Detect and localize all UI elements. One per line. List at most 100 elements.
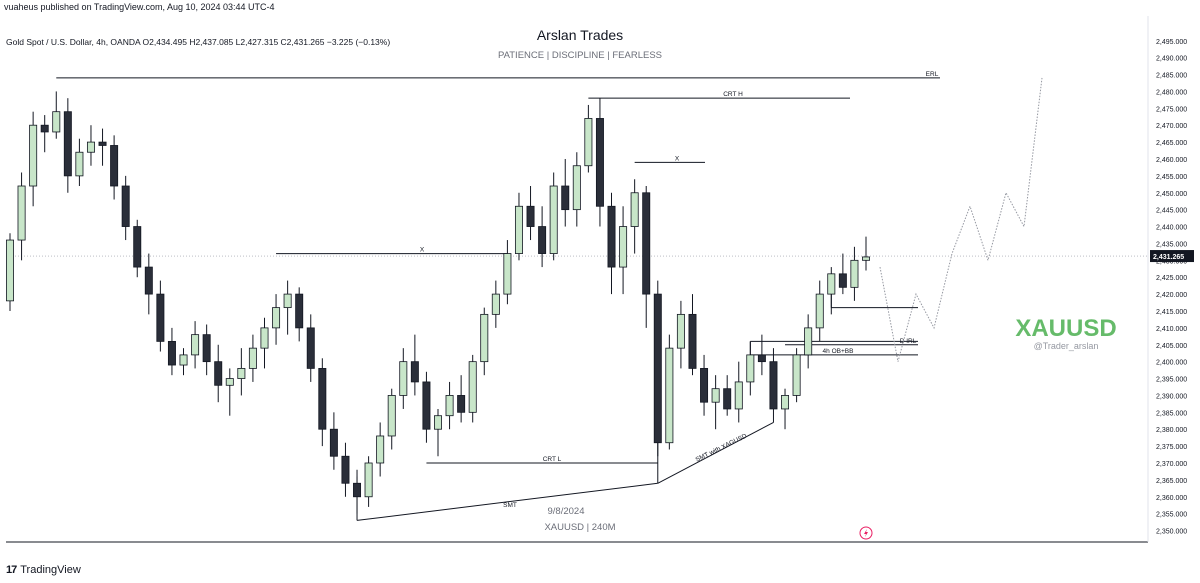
candle[interactable] [86, 125, 95, 166]
candle[interactable] [63, 98, 72, 193]
candle-body [781, 395, 790, 410]
candle[interactable] [156, 280, 165, 352]
candle[interactable] [619, 206, 628, 295]
candle[interactable] [422, 371, 431, 443]
candle[interactable] [445, 381, 454, 430]
candle[interactable] [584, 104, 593, 173]
candle[interactable] [75, 138, 84, 187]
candle[interactable] [850, 246, 859, 301]
candle[interactable] [642, 186, 651, 328]
candle[interactable] [399, 348, 408, 409]
candle[interactable] [410, 334, 419, 396]
last-price-label: 2,431.265 [1153, 254, 1184, 261]
candle[interactable] [630, 179, 639, 254]
candle[interactable] [121, 175, 130, 241]
candle[interactable] [665, 334, 674, 450]
candle[interactable] [376, 422, 385, 477]
candle[interactable] [6, 233, 14, 311]
candle[interactable] [214, 344, 223, 403]
candle[interactable] [98, 128, 107, 166]
candle-body [457, 395, 466, 413]
y-tick-label: 2,460.000 [1156, 157, 1187, 164]
candle[interactable] [676, 300, 685, 369]
candle[interactable] [457, 375, 466, 423]
candle[interactable] [769, 348, 778, 423]
ob-label: 4h OB+BB [823, 348, 854, 355]
candle[interactable] [607, 192, 616, 295]
candle-body [734, 381, 743, 410]
candle[interactable] [144, 253, 153, 315]
candle[interactable] [318, 358, 327, 447]
y-tick-label: 2,380.000 [1156, 427, 1187, 434]
candle[interactable] [491, 280, 500, 328]
candle[interactable] [804, 314, 813, 369]
tradingview-logo[interactable]: 17 TradingView [6, 564, 81, 576]
candle[interactable] [353, 476, 362, 514]
candle[interactable] [538, 206, 547, 268]
candle[interactable] [723, 375, 732, 416]
candle[interactable] [52, 91, 61, 139]
candle[interactable] [167, 327, 176, 376]
y-tick-label: 2,450.000 [1156, 191, 1187, 198]
candle[interactable] [110, 135, 119, 200]
candle[interactable] [387, 388, 396, 450]
candle[interactable] [700, 354, 709, 416]
y-tick-label: 2,445.000 [1156, 208, 1187, 215]
candle-body [653, 293, 662, 444]
candle[interactable] [480, 307, 489, 376]
candle-body [318, 368, 327, 430]
candle[interactable] [260, 317, 269, 369]
candle[interactable] [272, 294, 281, 345]
candle[interactable] [202, 324, 211, 376]
candle-body [121, 185, 130, 227]
candle-body [29, 124, 38, 187]
candle[interactable] [133, 219, 142, 278]
price-chart[interactable]: Arslan Trades PATIENCE | DISCIPLINE | FE… [0, 16, 1200, 555]
y-tick-label: 2,475.000 [1156, 106, 1187, 113]
candle[interactable] [434, 408, 442, 457]
candle-body [688, 313, 697, 369]
candle[interactable] [503, 240, 512, 305]
candle[interactable] [595, 98, 604, 227]
candle[interactable] [757, 334, 766, 376]
candle[interactable] [526, 186, 535, 241]
candle-body [387, 395, 396, 437]
candle[interactable] [514, 192, 523, 261]
candle[interactable] [815, 280, 824, 342]
candle[interactable] [838, 253, 847, 295]
candle[interactable] [688, 294, 697, 376]
candle[interactable] [329, 412, 338, 470]
candle[interactable] [468, 354, 477, 423]
candle[interactable] [781, 388, 790, 430]
candle[interactable] [549, 172, 558, 261]
candle[interactable] [225, 368, 234, 416]
candle[interactable] [283, 280, 292, 335]
candle[interactable] [653, 280, 662, 457]
candle[interactable] [792, 348, 801, 403]
tradingview-brand: TradingView [20, 564, 81, 576]
candle[interactable] [191, 321, 200, 369]
candle[interactable] [237, 348, 246, 396]
candle[interactable] [295, 287, 304, 342]
candle[interactable] [29, 111, 38, 207]
y-tick-label: 2,395.000 [1156, 377, 1187, 384]
candle[interactable] [862, 236, 870, 271]
candle[interactable] [734, 361, 743, 423]
candle[interactable] [572, 152, 581, 227]
candle[interactable] [17, 172, 26, 261]
candle[interactable] [746, 341, 755, 396]
candle[interactable] [306, 314, 315, 382]
candle[interactable] [827, 267, 836, 315]
candle[interactable] [341, 442, 350, 497]
candle-body [757, 354, 766, 363]
candle-body [410, 361, 419, 383]
candle-body [850, 259, 859, 288]
candle[interactable] [364, 456, 373, 507]
candle[interactable] [179, 348, 188, 376]
candle[interactable] [711, 375, 720, 430]
candle-body [619, 226, 628, 268]
chart-area[interactable]: Arslan Trades PATIENCE | DISCIPLINE | FE… [0, 16, 1200, 555]
candle[interactable] [561, 158, 570, 227]
candle[interactable] [248, 334, 257, 382]
candle[interactable] [40, 115, 49, 153]
